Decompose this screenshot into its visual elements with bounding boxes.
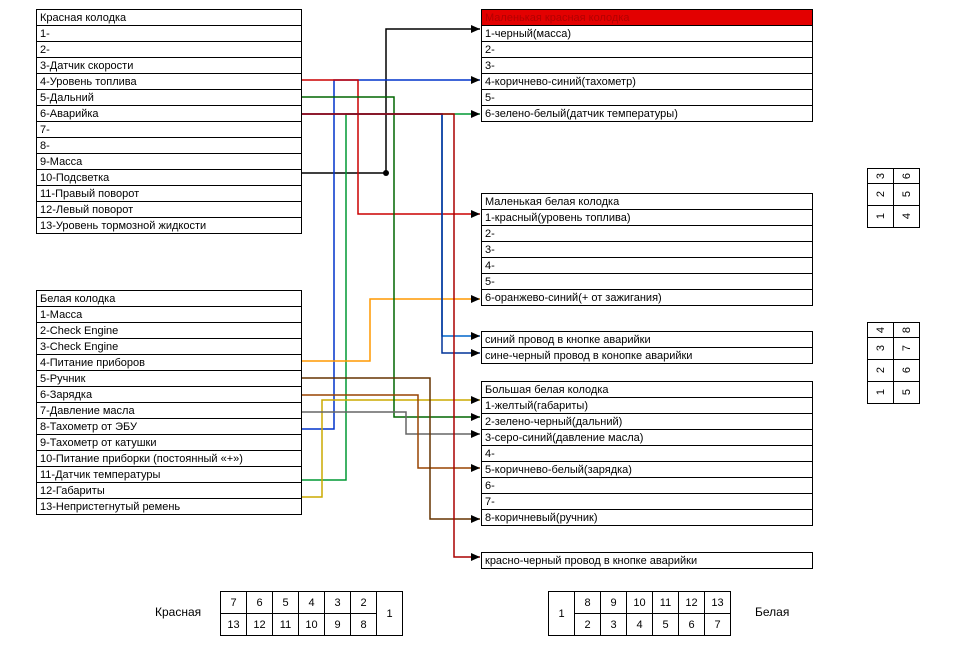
table-row: 4- — [482, 446, 813, 462]
table-row: 8- — [37, 138, 302, 154]
table-row: 5-коричнево-белый(зарядка) — [482, 462, 813, 478]
table-row: 6-зелено-белый(датчик температуры) — [482, 106, 813, 122]
table-row: 3- — [482, 58, 813, 74]
table-row: 11-Датчик температуры — [37, 467, 302, 483]
connector-label-red: Красная — [155, 605, 201, 619]
connector-table: синий провод в кнопке аварийкисине-черны… — [481, 331, 813, 364]
table-row: сине-черный провод в конопке аварийки — [482, 348, 813, 364]
table-row: 3-Check Engine — [37, 339, 302, 355]
table-row: 13-Непристегнутый ремень — [37, 499, 302, 515]
table-row: 5-Ручник — [37, 371, 302, 387]
table-row: 11-Правый поворот — [37, 186, 302, 202]
table-row: 7- — [37, 122, 302, 138]
table-row: 6-Зарядка — [37, 387, 302, 403]
table-row: 8-коричневый(ручник) — [482, 510, 813, 526]
table-row: 1-Масса — [37, 307, 302, 323]
table-row: 7- — [482, 494, 813, 510]
table-row: красно-черный провод в кнопке аварийки — [482, 553, 813, 569]
table-row: 5- — [482, 274, 813, 290]
table-row: 12-Габариты — [37, 483, 302, 499]
table-row: 1-желтый(габариты) — [482, 398, 813, 414]
table-row: 7-Давление масла — [37, 403, 302, 419]
connector-table: Большая белая колодка1-желтый(габариты)2… — [481, 381, 813, 526]
table-row: 10-Питание приборки (постоянный «+») — [37, 451, 302, 467]
table-row: 6-оранжево-синий(+ от зажигания) — [482, 290, 813, 306]
table-row: 12-Левый поворот — [37, 202, 302, 218]
table-row: 9-Тахометр от катушки — [37, 435, 302, 451]
table-row: 4-Уровень топлива — [37, 74, 302, 90]
table-row: 2-зелено-черный(дальний) — [482, 414, 813, 430]
table-row: 10-Подсветка — [37, 170, 302, 186]
connector-table: Маленькая белая колодка1-красный(уровень… — [481, 193, 813, 306]
table-header: Красная колодка — [37, 10, 302, 26]
table-row: 6- — [482, 478, 813, 494]
table-row: 3-серо-синий(давление масла) — [482, 430, 813, 446]
table-header: Белая колодка — [37, 291, 302, 307]
table-row: 13-Уровень тормозной жидкости — [37, 218, 302, 234]
table-row: 1- — [37, 26, 302, 42]
connector-pinout: 76543211312111098 — [220, 591, 403, 636]
connector-table: Маленькая красная колодка1-черный(масса)… — [481, 9, 813, 122]
table-row: 2-Check Engine — [37, 323, 302, 339]
table-header: Маленькая белая колодка — [482, 194, 813, 210]
table-row: 3- — [482, 242, 813, 258]
table-row: 6-Аварийка — [37, 106, 302, 122]
table-header: Большая белая колодка — [482, 382, 813, 398]
table-row: синий провод в кнопке аварийки — [482, 332, 813, 348]
table-row: 5-Дальний — [37, 90, 302, 106]
connector-table: Красная колодка1-2-3-Датчик скорости4-Ур… — [36, 9, 302, 234]
table-row: 9-Масса — [37, 154, 302, 170]
table-row: 3-Датчик скорости — [37, 58, 302, 74]
table-row: 2- — [37, 42, 302, 58]
connector-table: красно-черный провод в кнопке аварийки — [481, 552, 813, 569]
table-row: 5- — [482, 90, 813, 106]
table-row: 1-черный(масса) — [482, 26, 813, 42]
table-row: 8-Тахометр от ЭБУ — [37, 419, 302, 435]
pin-grid: 48372615 — [867, 322, 920, 404]
table-header: Маленькая красная колодка — [482, 10, 813, 26]
table-row: 2- — [482, 42, 813, 58]
table-row: 4-Питание приборов — [37, 355, 302, 371]
pin-grid: 362514 — [867, 168, 920, 228]
table-row: 4-коричнево-синий(тахометр) — [482, 74, 813, 90]
connector-label-white: Белая — [755, 605, 789, 619]
connector-table: Белая колодка1-Масса2-Check Engine3-Chec… — [36, 290, 302, 515]
table-row: 2- — [482, 226, 813, 242]
table-row: 1-красный(уровень топлива) — [482, 210, 813, 226]
table-row: 4- — [482, 258, 813, 274]
connector-pinout: 18910111213234567 — [548, 591, 731, 636]
